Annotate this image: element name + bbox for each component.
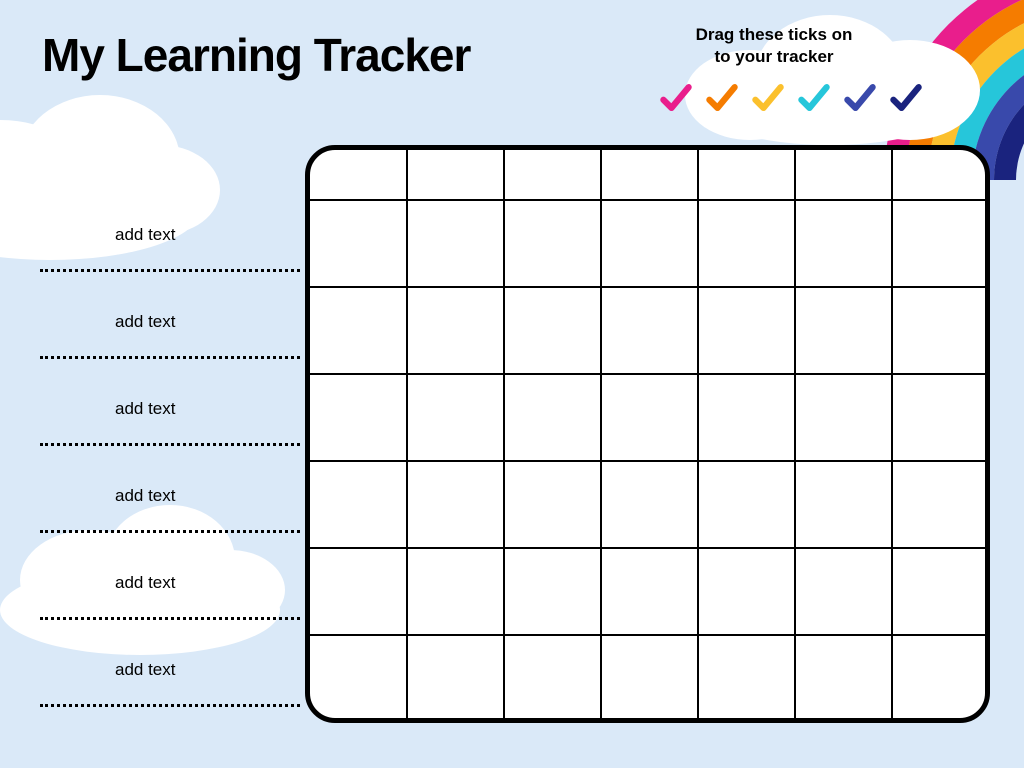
grid-line-horizontal <box>310 460 985 462</box>
grid-cell[interactable] <box>506 289 599 372</box>
grid-cell[interactable] <box>797 289 890 372</box>
grid-line-vertical <box>891 150 893 718</box>
row-label-underline <box>40 617 300 620</box>
grid-header-cell[interactable] <box>409 150 502 198</box>
grid-cell[interactable] <box>603 376 696 459</box>
grid-cell[interactable] <box>409 637 502 720</box>
row-label-input[interactable]: add text <box>115 486 176 506</box>
grid-cell[interactable] <box>894 202 987 285</box>
grid-cell[interactable] <box>894 550 987 633</box>
grid-line-vertical <box>503 150 505 718</box>
grid-cell[interactable] <box>603 637 696 720</box>
grid-line-vertical <box>600 150 602 718</box>
grid-cell[interactable] <box>700 289 793 372</box>
grid-cell[interactable] <box>506 376 599 459</box>
grid-cell[interactable] <box>603 463 696 546</box>
row-label-input[interactable]: add text <box>115 312 176 332</box>
grid-cell[interactable] <box>312 637 405 720</box>
row-label-input[interactable]: add text <box>115 660 176 680</box>
grid-cell[interactable] <box>894 637 987 720</box>
grid-cell[interactable] <box>409 376 502 459</box>
grid-cell[interactable] <box>797 637 890 720</box>
grid-line-horizontal <box>310 286 985 288</box>
grid-line-vertical <box>406 150 408 718</box>
tracker-area: add text add text add text add text add text… <box>40 145 990 730</box>
row-label-input[interactable]: add text <box>115 573 176 593</box>
row-label-input[interactable]: add text <box>115 399 176 419</box>
grid-cell[interactable] <box>894 463 987 546</box>
grid-header-cell[interactable] <box>700 150 793 198</box>
grid-cell[interactable] <box>409 463 502 546</box>
tick-icon[interactable] <box>704 80 740 116</box>
grid-cell[interactable] <box>312 376 405 459</box>
page-title: My Learning Tracker <box>42 28 470 82</box>
grid-cell[interactable] <box>700 376 793 459</box>
grid-header-cell[interactable] <box>506 150 599 198</box>
row-label-input[interactable]: add text <box>115 225 176 245</box>
tracker-grid <box>305 145 990 723</box>
grid-line-horizontal <box>310 373 985 375</box>
grid-cell[interactable] <box>506 637 599 720</box>
row-label: add text <box>40 456 305 543</box>
grid-cell[interactable] <box>506 202 599 285</box>
grid-header-cell[interactable] <box>797 150 890 198</box>
row-label-underline <box>40 530 300 533</box>
row-label: add text <box>40 369 305 456</box>
grid-cell[interactable] <box>797 463 890 546</box>
row-label-underline <box>40 269 300 272</box>
row-label-underline <box>40 443 300 446</box>
ticks-palette <box>658 80 924 116</box>
grid-cell[interactable] <box>797 550 890 633</box>
grid-cell[interactable] <box>603 202 696 285</box>
grid-cell[interactable] <box>312 202 405 285</box>
grid-cell[interactable] <box>700 202 793 285</box>
instruction-line2: to your tracker <box>714 47 833 66</box>
grid-cell[interactable] <box>312 550 405 633</box>
instruction-text: Drag these ticks on to your tracker <box>674 24 874 68</box>
grid-cell[interactable] <box>506 550 599 633</box>
row-labels-column: add text add text add text add text add text… <box>40 195 305 717</box>
grid-cell[interactable] <box>894 289 987 372</box>
tick-icon[interactable] <box>796 80 832 116</box>
tick-icon[interactable] <box>750 80 786 116</box>
tick-icon[interactable] <box>888 80 924 116</box>
grid-line-horizontal <box>310 547 985 549</box>
row-label-underline <box>40 356 300 359</box>
row-label: add text <box>40 543 305 630</box>
grid-cell[interactable] <box>409 202 502 285</box>
grid-cell[interactable] <box>700 550 793 633</box>
tick-icon[interactable] <box>842 80 878 116</box>
grid-header-cell[interactable] <box>894 150 987 198</box>
grid-cell[interactable] <box>312 463 405 546</box>
grid-cell[interactable] <box>409 289 502 372</box>
grid-header-cell[interactable] <box>312 150 405 198</box>
tick-icon[interactable] <box>658 80 694 116</box>
grid-cell[interactable] <box>506 463 599 546</box>
grid-cell[interactable] <box>700 637 793 720</box>
instruction-line1: Drag these ticks on <box>696 25 853 44</box>
grid-cell[interactable] <box>894 376 987 459</box>
grid-cell[interactable] <box>797 202 890 285</box>
grid-cell[interactable] <box>797 376 890 459</box>
row-label: add text <box>40 195 305 282</box>
grid-cell[interactable] <box>603 550 696 633</box>
grid-header-cell[interactable] <box>603 150 696 198</box>
grid-line-horizontal <box>310 199 985 201</box>
row-label: add text <box>40 282 305 369</box>
grid-cell[interactable] <box>700 463 793 546</box>
grid-cell[interactable] <box>409 550 502 633</box>
grid-cell[interactable] <box>312 289 405 372</box>
grid-line-vertical <box>697 150 699 718</box>
grid-cell[interactable] <box>603 289 696 372</box>
row-label-underline <box>40 704 300 707</box>
row-label: add text <box>40 630 305 717</box>
grid-line-vertical <box>794 150 796 718</box>
grid-line-horizontal <box>310 634 985 636</box>
